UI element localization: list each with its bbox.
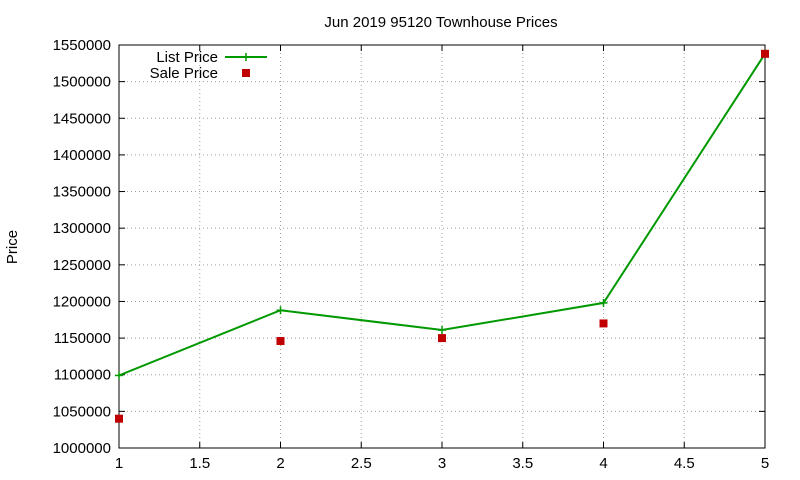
plot-frame (118, 44, 766, 449)
y-axis-label: Price (4, 230, 21, 264)
sale-price-point (276, 337, 285, 346)
sale-price-point (599, 319, 608, 328)
data-series (115, 49, 769, 423)
grid-lines (119, 45, 765, 448)
y-tick-label: 1300000 (53, 220, 111, 237)
y-tick-label: 1150000 (54, 330, 111, 347)
x-tick-label: 1.5 (189, 455, 210, 472)
legend-swatch-square (242, 69, 250, 77)
y-tick-label: 1550000 (53, 37, 111, 54)
y-tick-label: 1050000 (53, 403, 111, 420)
x-tick-label: 3.5 (512, 455, 533, 472)
x-tick-label: 5 (761, 455, 769, 472)
x-tick-label: 3 (438, 455, 446, 472)
y-tick-label: 1500000 (53, 74, 111, 91)
y-tick-label: 1200000 (53, 293, 111, 310)
sale-price-point (761, 49, 769, 58)
x-tick-label: 4 (599, 455, 607, 472)
y-tick-label: 1000000 (53, 440, 111, 457)
legend-label: List Price (156, 49, 218, 66)
list-price-point (438, 326, 446, 335)
list-price-point (276, 306, 285, 315)
list-price-point (115, 371, 123, 380)
y-tick-label: 1250000 (53, 257, 111, 274)
y-tick-label: 1350000 (53, 184, 111, 201)
x-tick-label: 4.5 (674, 455, 695, 472)
chart-title: Jun 2019 95120 Townhouse Prices (324, 14, 557, 31)
y-tick-label: 1450000 (53, 110, 111, 127)
x-tick-label: 2 (276, 455, 284, 472)
y-tick-label: 1400000 (53, 147, 111, 164)
sale-price-point (115, 414, 123, 423)
x-tick-label: 2.5 (351, 455, 372, 472)
axes: 1 1.5 2 2.5 3 3.5 4 4.5 5 1000000 1050000 1100000 11… (53, 37, 770, 472)
sale-price-point (438, 334, 446, 343)
list-price-point (599, 298, 608, 307)
legend-label: Sale Price (150, 65, 218, 82)
x-tick-label: 1 (115, 455, 123, 472)
y-tick-label: 1100000 (54, 367, 111, 384)
